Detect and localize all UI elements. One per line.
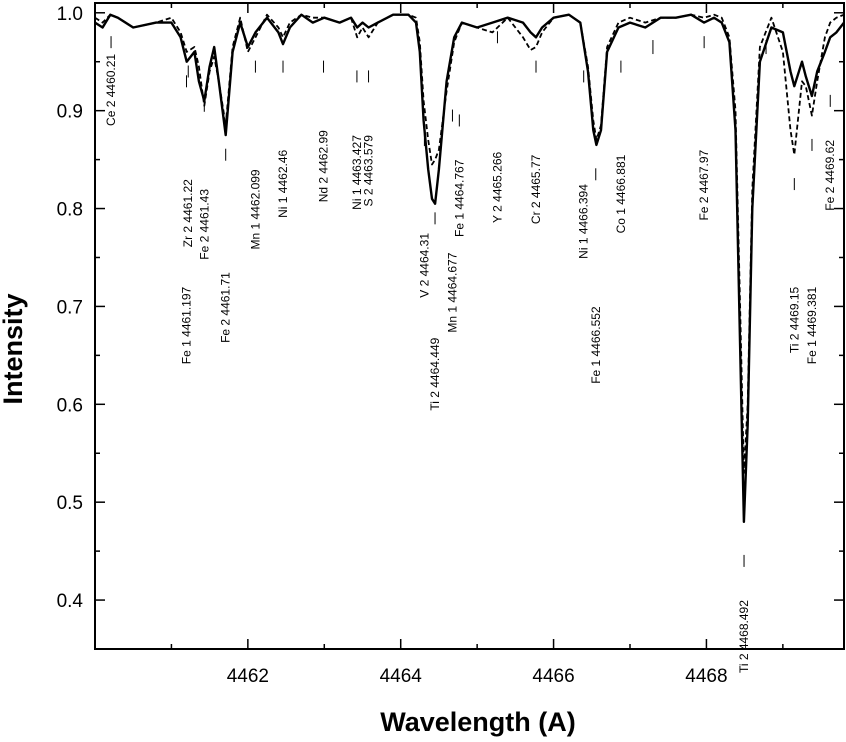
y-tick-labels: 0.4 0.5 0.6 0.7 0.8 0.9 1.0	[57, 4, 84, 612]
line-label: Ni 1 4462.46	[276, 149, 290, 217]
x-tick-label: 4468	[685, 666, 727, 687]
y-tick-label: 0.9	[57, 102, 83, 123]
line-label: Fe 2 4461.43	[197, 189, 211, 260]
y-tick-label: 0.4	[57, 591, 84, 612]
x-axis-title: Wavelength (A)	[380, 707, 576, 737]
plot-frame	[94, 2, 845, 650]
y-axis-title: Intensity	[0, 293, 28, 404]
line-label: Cr 2 4465.77	[529, 154, 543, 224]
y-tick-label: 0.5	[57, 493, 83, 514]
line-label: Fe 1 4464.767	[452, 159, 466, 237]
line-label: Ti 2 4469.15	[787, 286, 801, 353]
line-label: S 2 4463.579	[362, 135, 376, 207]
line-label: Nd 2 4462.99	[317, 130, 331, 202]
line-label: Ti 2 4464.449	[428, 337, 442, 410]
spectrum-series	[94, 13, 845, 523]
x-tick-label: 4464	[380, 666, 423, 687]
spectrum-line-solid	[94, 13, 845, 523]
axis-ticks	[94, 3, 844, 649]
line-label: Fe 1 4469.381	[805, 286, 819, 364]
y-tick-label: 1.0	[57, 4, 83, 25]
y-tick-label: 0.8	[57, 200, 83, 221]
line-label: Zr 2 4461.22	[181, 179, 195, 247]
y-tick-label: 0.7	[57, 297, 83, 318]
line-label: Y 2 4465.266	[491, 151, 505, 223]
line-label: Fe 1 4461.197	[180, 286, 194, 364]
line-label: Fe 2 4469.62	[823, 140, 837, 211]
line-label: Mn 1 4462.099	[248, 169, 262, 249]
line-identification-markers	[110, 31, 831, 567]
line-label: Co 1 4466.881	[614, 154, 628, 233]
line-label: Ti 2 4468.492	[737, 600, 751, 673]
line-label: Fe 2 4461.71	[219, 272, 233, 343]
line-label: Ce 2 4460.21	[104, 54, 118, 126]
y-tick-label: 0.6	[57, 395, 83, 416]
x-tick-labels: 4462 4464 4466 4468	[227, 666, 728, 687]
x-tick-label: 4462	[227, 666, 269, 687]
line-label: Fe 1 4466.552	[589, 306, 603, 384]
spectrum-line-dashed	[94, 13, 845, 474]
line-label: Ni 1 4466.394	[577, 184, 591, 259]
line-label: V 2 4464.31	[417, 233, 431, 298]
x-tick-label: 4466	[532, 666, 574, 687]
line-label: Mn 1 4464.677	[446, 252, 460, 332]
line-label: Ni 1 4463.427	[350, 135, 364, 210]
line-label: Fe 2 4467.97	[697, 149, 711, 220]
